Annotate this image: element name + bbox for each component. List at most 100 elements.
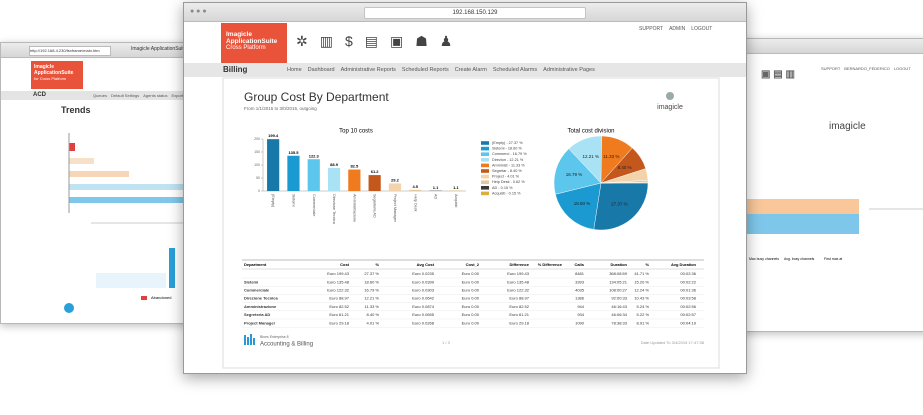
- x-tick-label: (Empty): [271, 194, 275, 208]
- table-cell: 134:05:21: [609, 279, 628, 284]
- bar: [348, 169, 361, 191]
- table-cell: Euro 0.00: [462, 271, 480, 276]
- left-tab[interactable]: Imagicle ApplicationSuite: [131, 46, 187, 52]
- table-cell: 18.60 %: [364, 279, 379, 284]
- main-titlebar: ● ● ● 192.168.150.129: [184, 3, 746, 22]
- main-links: SUPPORT ADMIN LOGOUT: [639, 26, 718, 32]
- table-cell: 00:02:22: [680, 279, 696, 284]
- bar: [307, 159, 320, 191]
- table-header: Avg Duration: [671, 262, 697, 267]
- left-section: ACD: [33, 92, 46, 98]
- left-nav-item[interactable]: Default Settings: [111, 93, 140, 98]
- left-brand-text: Imagicle ApplicationSuite: [34, 64, 74, 76]
- table-cell: 368:08:59: [609, 271, 628, 276]
- nav-item[interactable]: Create Alarm: [454, 67, 487, 73]
- table-cell: Euro 0.00: [462, 287, 480, 292]
- left-titlebar: http://192.168.4.230/fsxframe/main.htm I…: [1, 43, 233, 58]
- footer-logo: [247, 337, 249, 345]
- address-bar[interactable]: 192.168.150.129: [364, 7, 586, 19]
- left-nav-item[interactable]: Queues: [93, 93, 108, 98]
- bar: [409, 189, 422, 191]
- legend-swatch: [481, 146, 489, 151]
- right-window: SUPPORT BERNARDO_FEDERICO LOGOUT ▣ ▤ ▥ ima…: [728, 38, 923, 332]
- window-buttons[interactable]: ● ● ●: [190, 8, 207, 15]
- table-cell: Project Manager: [244, 320, 276, 325]
- x-tick-label: Sistemi: [291, 194, 295, 207]
- main-brand-sub: Cross Platform: [226, 45, 266, 51]
- table-cell: 5.22 %: [637, 312, 650, 317]
- nav-item[interactable]: Scheduled Alarms: [492, 67, 538, 73]
- table-cell: 46:06:34: [611, 312, 627, 317]
- left-decor: [69, 143, 75, 151]
- table-header: Duration: [611, 262, 628, 267]
- table-cell: Euro 0.0399: [412, 279, 435, 284]
- legend-label: (Empty) - 27.37 %: [492, 141, 523, 145]
- nav-item[interactable]: Scheduled Reports: [401, 67, 449, 73]
- nav-item[interactable]: Home: [287, 67, 302, 73]
- data-label: 4.5: [412, 184, 418, 189]
- table-cell: Euro 88.97: [329, 296, 349, 301]
- table-header: Cost_2: [466, 262, 480, 267]
- pie-slice: [553, 148, 602, 195]
- table-cell: 12.21 %: [364, 296, 379, 301]
- table-cell: Euro 0.00: [462, 279, 480, 284]
- left-nav-item[interactable]: Agents status: [143, 93, 168, 98]
- table-cell: 11.33 %: [365, 304, 380, 309]
- left-nav-item[interactable]: Exports: [171, 93, 186, 98]
- left-brand: Imagicle ApplicationSuite for Cross Plat…: [31, 61, 83, 89]
- table-cell: Commerciale: [244, 287, 270, 292]
- nav-item[interactable]: Dashboard: [307, 67, 335, 73]
- nav-item[interactable]: Administrative Pages: [543, 67, 595, 73]
- table-header: Cost: [340, 262, 350, 267]
- table-cell: Euro 199.43: [507, 271, 530, 276]
- pie-slice: [555, 182, 602, 230]
- top-link[interactable]: ADMIN: [669, 26, 686, 32]
- x-tick-label: Help Desk: [413, 194, 417, 212]
- table-cell: Euro 29.18: [329, 320, 349, 325]
- table-cell: 00:03:58: [680, 296, 696, 301]
- y-tick-label: 100: [254, 163, 260, 167]
- slice-label: 16.79 %: [566, 172, 583, 177]
- top-link[interactable]: SUPPORT: [639, 26, 664, 32]
- right-link[interactable]: SUPPORT: [821, 66, 841, 71]
- top-link[interactable]: LOGOUT: [691, 26, 713, 32]
- data-label: 122.3: [309, 153, 320, 158]
- table-cell: 46:16:43: [611, 304, 627, 309]
- table-cell: Direzione Tecnica: [244, 296, 278, 301]
- table-cell: Euro 135.48: [327, 279, 350, 284]
- table-cell: Euro 82.52: [509, 304, 529, 309]
- y-tick-label: 150: [254, 150, 260, 154]
- footer-page: 1 / 3: [442, 340, 451, 345]
- left-chart: Abandoned: [64, 133, 219, 313]
- table-cell: Euro 0.00: [462, 320, 480, 325]
- bar: [388, 183, 402, 191]
- slice-label: 27.37 %: [611, 202, 628, 207]
- right-link[interactable]: LOGOUT: [893, 66, 911, 71]
- footer-product: Blues Enterprise 8: [260, 335, 289, 339]
- x-tick-label: AD: [434, 194, 438, 200]
- legend-label: Sistemi - 18.60 %: [492, 147, 522, 151]
- logo-icon: [666, 92, 674, 100]
- legend-label: Direzion - 12.21 %: [492, 158, 524, 162]
- nav-item[interactable]: Administrative Reports: [340, 67, 396, 73]
- data-label: 199.4: [268, 133, 279, 138]
- table-cell: 4035: [575, 287, 585, 292]
- right-decor: [739, 214, 859, 234]
- table-cell: 15.20 %: [634, 279, 649, 284]
- right-link[interactable]: BERNARDO_FEDERICO: [844, 66, 890, 71]
- table-cell: Euro 122.32: [327, 287, 350, 292]
- legend-swatch: [481, 174, 489, 179]
- left-url[interactable]: http://192.168.4.230/fsxframe/main.htm: [29, 46, 111, 56]
- legend-label: Acquisti - 0.15 %: [492, 191, 521, 195]
- report-title: Group Cost By Department: [244, 90, 389, 104]
- left-title: Trends: [61, 105, 91, 115]
- table-cell: Euro 0.0303: [412, 287, 435, 292]
- legend-swatch: [481, 169, 489, 173]
- y-tick-label: 50: [256, 176, 260, 180]
- footer-logo: [253, 338, 255, 345]
- left-icon: [64, 303, 74, 313]
- table-cell: 8.40 %: [367, 312, 380, 317]
- module-icons[interactable]: ✲▥$▤▣☗♟: [296, 33, 465, 49]
- legend-swatch: [481, 180, 489, 184]
- footer-logo: [244, 335, 246, 345]
